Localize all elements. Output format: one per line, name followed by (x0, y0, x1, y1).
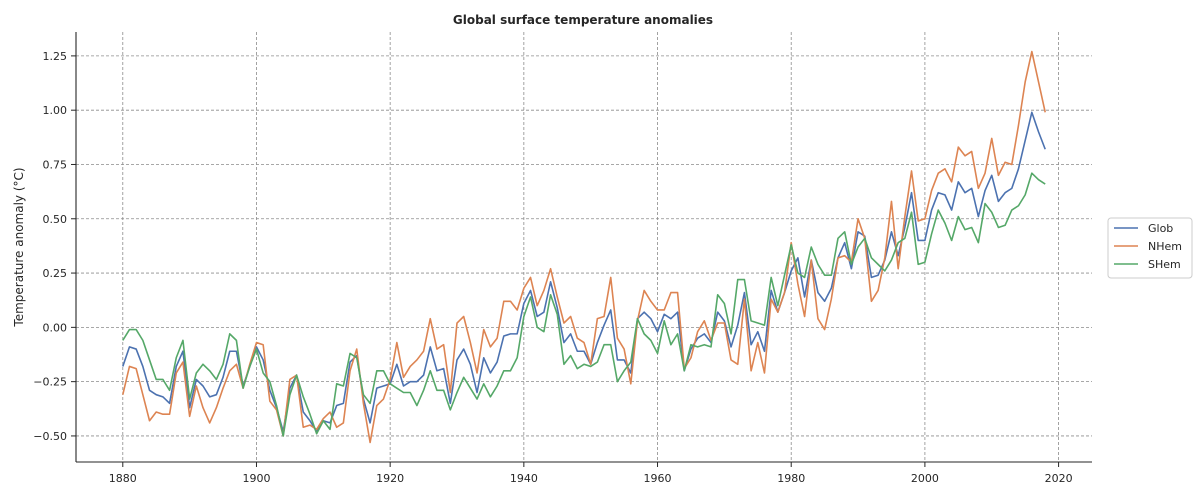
legend-label-glob: Glob (1148, 222, 1173, 235)
y-tick-label: 0.75 (43, 158, 68, 171)
y-tick-label: 0.50 (43, 213, 68, 226)
x-tick-label: 1920 (376, 472, 404, 485)
series-lines (122, 50, 1046, 444)
legend-box (1107, 217, 1193, 279)
x-axis-ticks: 1880 1900 1920 1940 1960 1980 2000 2020 (109, 462, 1073, 485)
series-line-shem (122, 172, 1046, 437)
y-axis-title: Temperature anomaly (°C) (12, 167, 26, 327)
legend-label-shem: SHem (1148, 258, 1181, 271)
x-tick-label: 2020 (1045, 472, 1073, 485)
y-axis-ticks: −0.50 −0.25 0.00 0.25 0.50 0.75 1.00 1.25 (33, 50, 76, 443)
legend: Glob NHem SHem (1107, 217, 1193, 279)
x-tick-label: 1940 (510, 472, 538, 485)
series-line-glob (122, 111, 1046, 433)
x-tick-label: 1880 (109, 472, 137, 485)
x-tick-label: 1900 (242, 472, 270, 485)
chart-title: Global surface temperature anomalies (453, 13, 713, 27)
y-tick-label: −0.50 (33, 430, 67, 443)
x-tick-label: 1980 (777, 472, 805, 485)
series-line-nhem (122, 50, 1046, 444)
x-tick-label: 2000 (911, 472, 939, 485)
grid (76, 32, 1092, 462)
y-tick-label: 1.00 (43, 104, 68, 117)
x-tick-label: 1960 (644, 472, 672, 485)
y-tick-label: 0.25 (43, 267, 68, 280)
y-tick-label: 0.00 (43, 321, 68, 334)
y-tick-label: 1.25 (43, 50, 68, 63)
y-tick-label: −0.25 (33, 376, 67, 389)
axes (75, 32, 1092, 463)
legend-label-nhem: NHem (1148, 240, 1182, 253)
